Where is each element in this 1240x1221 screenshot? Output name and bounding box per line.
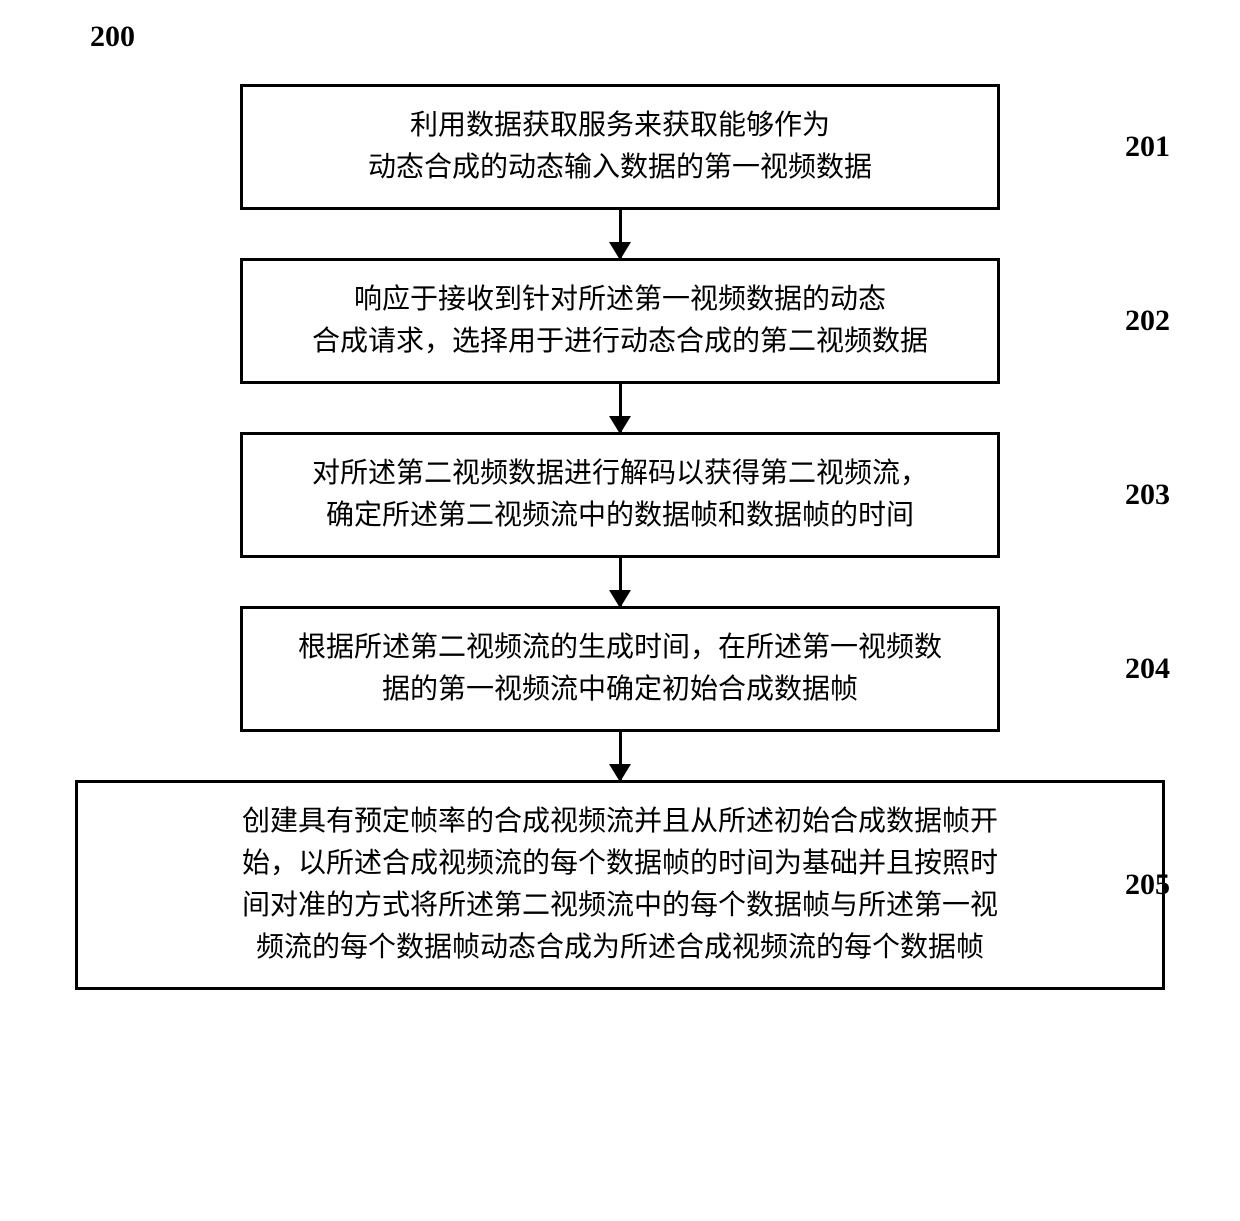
step-box-202: 响应于接收到针对所述第一视频数据的动态合成请求，选择用于进行动态合成的第二视频数… [240, 258, 1000, 384]
step-row-202: 响应于接收到针对所述第一视频数据的动态合成请求，选择用于进行动态合成的第二视频数… [40, 258, 1200, 384]
step-box-205: 创建具有预定帧率的合成视频流并且从所述初始合成数据帧开始，以所述合成视频流的每个… [75, 780, 1165, 990]
step-box-203: 对所述第二视频数据进行解码以获得第二视频流，确定所述第二视频流中的数据帧和数据帧… [240, 432, 1000, 558]
step-row-204: 根据所述第二视频流的生成时间，在所述第一视频数据的第一视频流中确定初始合成数据帧… [40, 606, 1200, 732]
step-row-205: 创建具有预定帧率的合成视频流并且从所述初始合成数据帧开始，以所述合成视频流的每个… [40, 780, 1200, 990]
arrow-2 [619, 384, 622, 432]
step-label-201: 201 [1125, 130, 1170, 164]
step-label-205: 205 [1125, 868, 1170, 902]
flowchart-container: 利用数据获取服务来获取能够作为动态合成的动态输入数据的第一视频数据 201 响应… [40, 84, 1200, 990]
step-box-204: 根据所述第二视频流的生成时间，在所述第一视频数据的第一视频流中确定初始合成数据帧 [240, 606, 1000, 732]
step-row-203: 对所述第二视频数据进行解码以获得第二视频流，确定所述第二视频流中的数据帧和数据帧… [40, 432, 1200, 558]
step-row-201: 利用数据获取服务来获取能够作为动态合成的动态输入数据的第一视频数据 201 [40, 84, 1200, 210]
step-label-204: 204 [1125, 652, 1170, 686]
step-box-201: 利用数据获取服务来获取能够作为动态合成的动态输入数据的第一视频数据 [240, 84, 1000, 210]
figure-number: 200 [90, 20, 1200, 54]
arrow-4 [619, 732, 622, 780]
arrow-1 [619, 210, 622, 258]
step-label-203: 203 [1125, 478, 1170, 512]
arrow-3 [619, 558, 622, 606]
step-label-202: 202 [1125, 304, 1170, 338]
